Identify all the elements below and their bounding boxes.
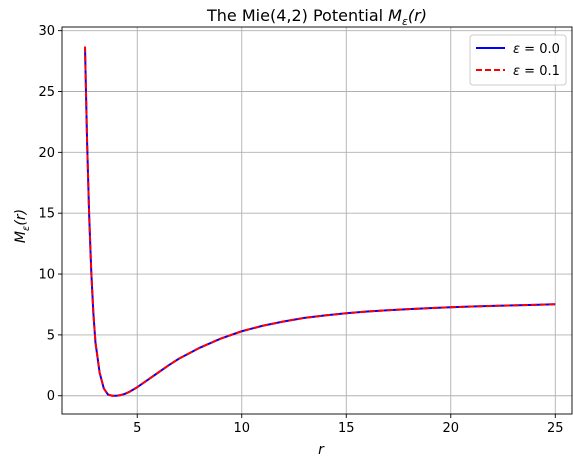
legend: ε = 0.0 ε = 0.1	[469, 34, 567, 86]
y-tick-label: 0	[47, 389, 55, 404]
legend-label-series-2: ε = 0.1	[513, 64, 560, 79]
x-tick-label: 15	[338, 421, 355, 436]
y-tick-label: 30	[38, 24, 55, 39]
y-tick-label: 10	[38, 268, 55, 283]
legend-label-series-1: ε = 0.0	[513, 42, 560, 57]
grid-layer	[62, 27, 572, 414]
x-tick-label: 5	[133, 421, 141, 436]
y-tick-label: 25	[38, 85, 55, 100]
y-tick-label: 5	[47, 328, 55, 343]
x-axis-title: r	[318, 442, 325, 458]
y-axis-title: Mε(r)	[13, 209, 32, 243]
y-tick-label: 20	[38, 146, 55, 161]
series-line-2	[83, 46, 556, 397]
chart-title: The Mie(4,2) Potential Mε(r)	[206, 6, 427, 28]
series-layer	[83, 46, 556, 397]
x-tick-label: 25	[547, 421, 564, 436]
x-tick-label: 10	[233, 421, 250, 436]
axes-layer: 5 10 15 20 25 0 5 10 15 20 25 30	[38, 24, 573, 436]
plot-area-frame	[61, 26, 573, 415]
x-tick-label: 20	[442, 421, 459, 436]
y-tick-label: 15	[38, 207, 55, 222]
